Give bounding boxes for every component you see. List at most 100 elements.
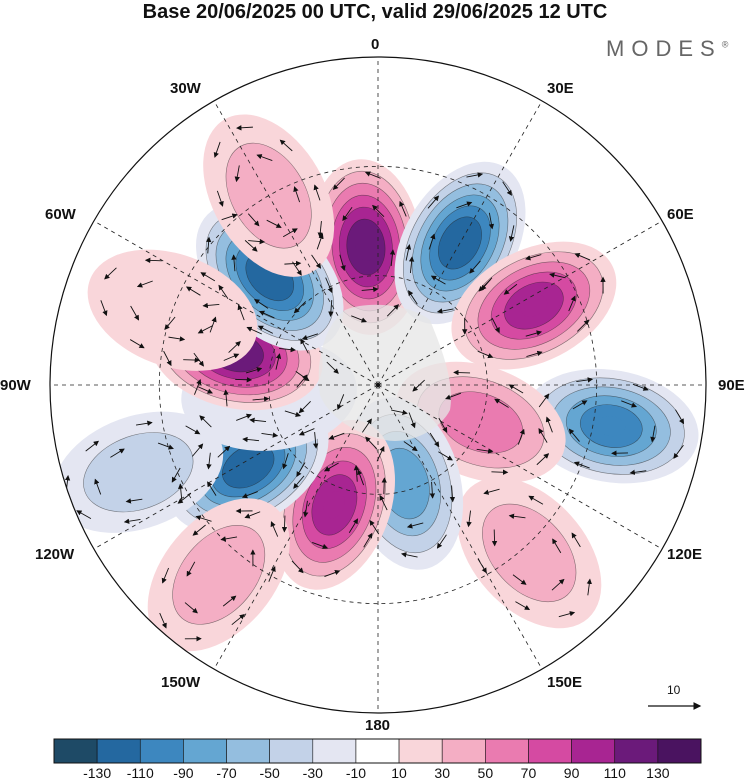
wind-vector-arrow [408,256,415,274]
wind-vector-arrow [275,353,282,370]
anomaly-core [323,491,345,519]
wind-vector-arrow [494,398,509,408]
wind-vector-arrow [508,384,524,394]
wind-vector-arrow [110,448,125,458]
wind-vector-arrow [429,432,440,448]
anomaly-core [206,562,231,588]
wind-vector-arrow [502,181,512,196]
wind-vector-arrow [313,184,321,201]
wind-vector-arrow [361,286,379,293]
wind-vector-arrow [405,244,412,261]
wind-vector-arrow [217,445,231,458]
contour-line [477,261,591,350]
wind-vector-arrow [244,511,261,519]
lon-label-150w: 150W [161,674,201,691]
wind-vector-arrow [194,379,202,395]
colorbar-tick-label: 50 [478,765,494,781]
wind-vector-arrow [231,254,237,272]
wind-vector-arrow [357,469,365,486]
colorbar-swatch [312,738,357,764]
anomaly-core [467,411,495,433]
wind-vector-arrow [401,552,418,558]
wind-vector-arrow [430,275,446,285]
colorbar-tick-label: -30 [303,765,323,781]
wind-vector-arrow [234,165,240,183]
wind-vector-arrow [281,515,288,533]
wind-vector-arrow [328,300,334,317]
colorbar-tick-label: 90 [564,765,580,781]
wind-vector-arrow [228,340,241,353]
wind-vector-arrow [216,190,224,207]
wind-vector-arrow [466,172,484,178]
lon-label-90w: 90W [0,377,31,394]
wind-vector-arrow [456,201,473,209]
modes-logo: MODES® [606,36,728,62]
wind-vector-arrow [365,436,378,450]
meridian-line [93,384,379,550]
wind-vector-arrow [325,277,333,294]
wind-vector-arrow [293,301,307,314]
wind-vector-arrow [125,498,143,504]
colorbar-tick-label: -130 [83,765,111,781]
wind-vector-arrow [650,425,656,443]
wind-vector-arrow [477,558,487,574]
wind-vector-arrow [348,518,359,533]
lon-label-180: 180 [365,717,391,734]
wind-vector-arrow [248,238,266,245]
colorbar-tick-label: -110 [127,765,154,781]
wind-vector-arrow [279,346,296,353]
wind-vector-arrow [517,428,525,445]
wind-vector-arrow [241,491,258,499]
map-title: Base 20/06/2025 00 UTC, valid 29/06/2025… [142,1,608,23]
wind-vector-arrow [185,286,201,296]
wind-vector-arrow [311,254,322,269]
meridian-line [377,384,663,550]
wind-vector-arrow [621,400,637,408]
wind-vector-arrow [573,461,590,469]
wind-vector-arrow [476,448,494,454]
wind-vector-arrow [313,432,319,449]
lon-label-150e: 150E [547,674,583,691]
wind-vector-arrow [526,350,543,358]
wind-vector-arrow [220,536,238,542]
colorbar-tick-label: -70 [216,765,236,781]
contour-line [579,404,643,448]
wind-vector-arrow [291,560,304,574]
lon-label-120w: 120W [35,546,75,563]
wind-vector-arrow [192,524,206,536]
wind-vector-arrow [249,417,267,423]
wind-vector-arrow [332,177,345,190]
wind-vector-arrow [568,295,576,312]
wind-vector-arrow [300,338,309,354]
colorbar: -130 -110 -90 -70 -50 -30 -10 10 30 50 70 90 110 130 [53,738,702,781]
wind-vector-arrow [100,300,108,317]
wind-vector-arrow [362,418,372,433]
wind-vector-arrow [296,374,308,388]
colorbar-swatch [528,738,572,764]
map-body [50,57,706,713]
lon-label-120e: 120E [667,546,703,563]
colorbar-tick-label: 70 [521,765,537,781]
wind-vector-arrow [406,522,424,529]
wind-vector-arrow [303,500,309,518]
wind-vector-arrow [538,393,550,408]
wind-vector-arrow [477,350,494,359]
wind-vector-arrow [412,379,425,392]
wind-vector-arrow [428,233,436,250]
anomaly-core [124,461,152,483]
map-boundary [49,56,707,714]
lon-label-60e: 60E [667,206,694,223]
wind-vector-arrow [123,518,141,524]
wind-vector-arrow [301,333,319,341]
wind-vector-arrow [171,467,181,483]
wind-vector-arrow [183,357,201,363]
wind-vector-arrow [237,304,245,321]
wind-vectors [64,125,685,642]
anomaly-core [235,454,262,478]
wind-vector-arrow [675,409,685,425]
wind-vector-arrow [245,367,263,374]
contour-line [464,251,604,360]
wind-vector-arrow [178,483,184,501]
wind-vector-arrow [389,249,396,267]
wind-vector-arrow [508,513,526,519]
